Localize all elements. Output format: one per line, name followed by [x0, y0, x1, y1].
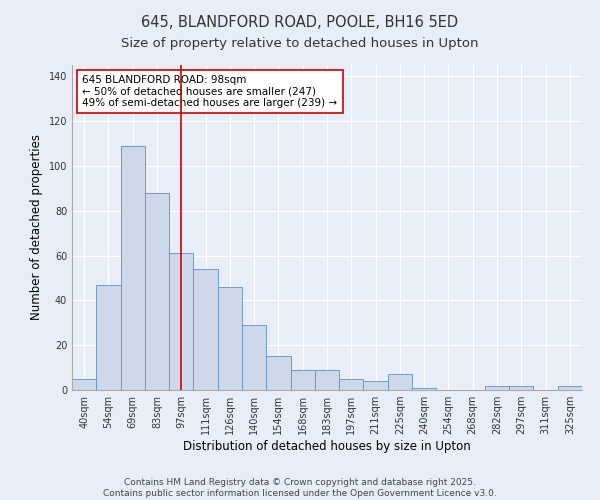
Bar — [121, 146, 145, 390]
Bar — [388, 374, 412, 390]
Bar — [193, 269, 218, 390]
X-axis label: Distribution of detached houses by size in Upton: Distribution of detached houses by size … — [183, 440, 471, 453]
Bar — [266, 356, 290, 390]
Bar — [412, 388, 436, 390]
Bar — [218, 287, 242, 390]
Bar — [485, 386, 509, 390]
Bar — [169, 254, 193, 390]
Text: 645 BLANDFORD ROAD: 98sqm
← 50% of detached houses are smaller (247)
49% of semi: 645 BLANDFORD ROAD: 98sqm ← 50% of detac… — [82, 74, 337, 108]
Text: 645, BLANDFORD ROAD, POOLE, BH16 5ED: 645, BLANDFORD ROAD, POOLE, BH16 5ED — [142, 15, 458, 30]
Bar — [509, 386, 533, 390]
Y-axis label: Number of detached properties: Number of detached properties — [30, 134, 43, 320]
Bar — [242, 325, 266, 390]
Bar — [72, 379, 96, 390]
Bar — [145, 193, 169, 390]
Bar — [339, 379, 364, 390]
Text: Contains HM Land Registry data © Crown copyright and database right 2025.
Contai: Contains HM Land Registry data © Crown c… — [103, 478, 497, 498]
Bar — [558, 386, 582, 390]
Bar — [96, 284, 121, 390]
Text: Size of property relative to detached houses in Upton: Size of property relative to detached ho… — [121, 38, 479, 51]
Bar — [290, 370, 315, 390]
Bar — [315, 370, 339, 390]
Bar — [364, 381, 388, 390]
